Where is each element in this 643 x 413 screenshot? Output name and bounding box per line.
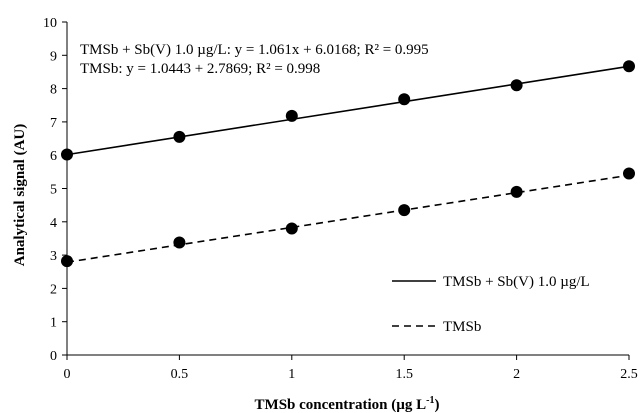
fit-line-series-1 xyxy=(66,65,630,156)
x-axis-title: TMSb concentration (µg L-1) xyxy=(255,395,440,413)
data-point-series-2 xyxy=(510,185,523,198)
annotation-line-1: TMSb + Sb(V) 1.0 µg/L: y = 1.061x + 6.01… xyxy=(80,42,429,58)
y-tick-label: 7 xyxy=(50,116,57,131)
data-point-series-1 xyxy=(173,130,186,143)
y-tick-label: 5 xyxy=(50,183,57,198)
y-axis-title: Analytical signal (AU) xyxy=(12,124,28,267)
data-point-series-2 xyxy=(623,167,635,180)
legend: TMSb + Sb(V) 1.0 µg/L TMSb xyxy=(392,274,590,335)
fit-lines xyxy=(66,65,630,263)
fit-line-series-2 xyxy=(66,174,630,263)
data-point-series-2 xyxy=(173,236,186,249)
y-tick-label: 0 xyxy=(50,349,57,364)
x-tick-label: 1.5 xyxy=(395,367,413,382)
x-axis-title-superscript: -1 xyxy=(426,395,434,406)
x-ticks: 0 0.5 1 1.5 2 2.5 xyxy=(64,355,638,382)
data-point-series-1 xyxy=(623,60,635,73)
data-point-series-1 xyxy=(510,79,523,92)
data-point-series-2 xyxy=(398,204,411,217)
y-tick-label: 9 xyxy=(50,49,57,64)
annotations: TMSb + Sb(V) 1.0 µg/L: y = 1.061x + 6.01… xyxy=(80,42,429,77)
x-axis-title-close: ) xyxy=(434,397,439,413)
y-tick-label: 8 xyxy=(50,83,57,98)
y-tick-label: 2 xyxy=(50,282,57,297)
x-axis-title-main: TMSb concentration (µg L xyxy=(255,397,427,413)
y-ticks: 0 1 2 3 4 5 6 7 8 9 10 xyxy=(43,16,67,364)
data-point-series-1 xyxy=(398,93,411,106)
data-point-series-2 xyxy=(285,222,298,235)
annotation-line-2: TMSb: y = 1.0443 + 2.7869; R² = 0.998 xyxy=(80,61,320,77)
data-point-series-1 xyxy=(285,109,298,122)
y-tick-label: 10 xyxy=(43,16,57,31)
data-point-series-2 xyxy=(61,255,73,268)
x-tick-label: 1 xyxy=(288,367,295,382)
legend-label-series-2: TMSb xyxy=(443,319,481,335)
legend-label-series-1: TMSb + Sb(V) 1.0 µg/L xyxy=(443,274,590,290)
x-tick-label: 0 xyxy=(64,367,71,382)
x-tick-label: 0.5 xyxy=(171,367,189,382)
x-tick-label: 2.5 xyxy=(620,367,638,382)
y-tick-label: 1 xyxy=(50,316,57,331)
data-point-series-1 xyxy=(61,148,73,161)
y-tick-label: 3 xyxy=(50,249,57,264)
y-tick-label: 4 xyxy=(50,216,57,231)
data-points xyxy=(61,60,635,268)
y-tick-label: 6 xyxy=(50,149,57,164)
x-tick-label: 2 xyxy=(513,367,520,382)
